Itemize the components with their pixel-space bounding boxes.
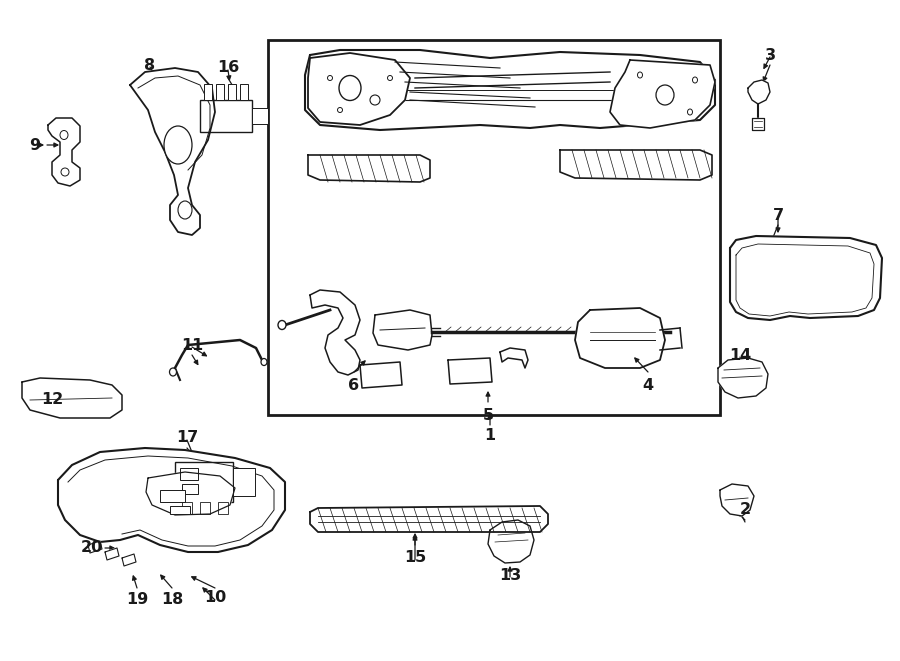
Polygon shape bbox=[48, 118, 80, 186]
Polygon shape bbox=[310, 290, 360, 375]
Polygon shape bbox=[22, 378, 122, 418]
Ellipse shape bbox=[338, 108, 343, 112]
Polygon shape bbox=[560, 150, 712, 180]
Ellipse shape bbox=[637, 72, 643, 78]
Polygon shape bbox=[488, 520, 534, 563]
Ellipse shape bbox=[261, 358, 267, 366]
Polygon shape bbox=[448, 358, 492, 384]
Ellipse shape bbox=[692, 77, 698, 83]
Polygon shape bbox=[146, 472, 235, 515]
Text: 4: 4 bbox=[643, 377, 653, 393]
Text: 1: 1 bbox=[484, 428, 496, 442]
Polygon shape bbox=[305, 50, 715, 130]
Bar bbox=[182, 484, 198, 494]
Ellipse shape bbox=[61, 168, 69, 176]
Text: 17: 17 bbox=[176, 430, 198, 446]
Polygon shape bbox=[720, 484, 754, 516]
Polygon shape bbox=[308, 53, 410, 125]
Polygon shape bbox=[58, 448, 285, 552]
Polygon shape bbox=[105, 548, 119, 560]
Text: 16: 16 bbox=[217, 61, 239, 75]
Bar bbox=[170, 506, 190, 514]
Text: 13: 13 bbox=[499, 568, 521, 582]
Polygon shape bbox=[730, 236, 882, 320]
Text: 19: 19 bbox=[126, 592, 148, 607]
Bar bbox=[200, 502, 210, 514]
Text: 2: 2 bbox=[740, 502, 751, 518]
Ellipse shape bbox=[278, 321, 286, 329]
Text: 11: 11 bbox=[181, 338, 203, 352]
Bar bbox=[233, 468, 255, 496]
Ellipse shape bbox=[388, 75, 392, 81]
Ellipse shape bbox=[178, 201, 192, 219]
Polygon shape bbox=[500, 348, 528, 368]
Text: 9: 9 bbox=[30, 137, 40, 153]
Polygon shape bbox=[718, 358, 768, 398]
Bar bbox=[175, 462, 233, 502]
Ellipse shape bbox=[328, 75, 332, 81]
Polygon shape bbox=[575, 308, 665, 368]
Polygon shape bbox=[360, 362, 402, 388]
Text: 14: 14 bbox=[729, 348, 751, 362]
Text: 6: 6 bbox=[348, 377, 360, 393]
Ellipse shape bbox=[656, 85, 674, 105]
Text: 7: 7 bbox=[772, 208, 784, 223]
Ellipse shape bbox=[60, 130, 68, 139]
Bar bbox=[180, 468, 198, 480]
Polygon shape bbox=[310, 506, 548, 532]
Ellipse shape bbox=[370, 95, 380, 105]
Polygon shape bbox=[752, 118, 764, 130]
Polygon shape bbox=[373, 310, 432, 350]
Polygon shape bbox=[610, 60, 715, 128]
Bar bbox=[204, 84, 212, 100]
Polygon shape bbox=[122, 554, 136, 566]
Bar bbox=[228, 84, 236, 100]
Bar bbox=[252, 108, 268, 124]
Bar bbox=[182, 502, 192, 514]
Text: 5: 5 bbox=[482, 407, 493, 422]
Text: 12: 12 bbox=[40, 393, 63, 407]
Text: 8: 8 bbox=[144, 58, 156, 73]
Ellipse shape bbox=[688, 109, 692, 115]
Polygon shape bbox=[308, 155, 430, 182]
Bar bbox=[216, 84, 224, 100]
Bar bbox=[218, 502, 228, 514]
Polygon shape bbox=[130, 68, 215, 235]
Ellipse shape bbox=[169, 368, 176, 376]
Ellipse shape bbox=[164, 126, 192, 164]
Bar bbox=[240, 84, 248, 100]
Text: 15: 15 bbox=[404, 551, 426, 566]
Bar bbox=[160, 490, 185, 502]
Text: 20: 20 bbox=[81, 541, 104, 555]
Text: 10: 10 bbox=[204, 590, 226, 605]
Text: 18: 18 bbox=[161, 592, 183, 607]
Polygon shape bbox=[748, 80, 770, 104]
Bar bbox=[200, 100, 252, 132]
Text: 3: 3 bbox=[764, 48, 776, 63]
Ellipse shape bbox=[339, 75, 361, 100]
Polygon shape bbox=[88, 541, 102, 553]
Bar bbox=[268, 40, 720, 415]
